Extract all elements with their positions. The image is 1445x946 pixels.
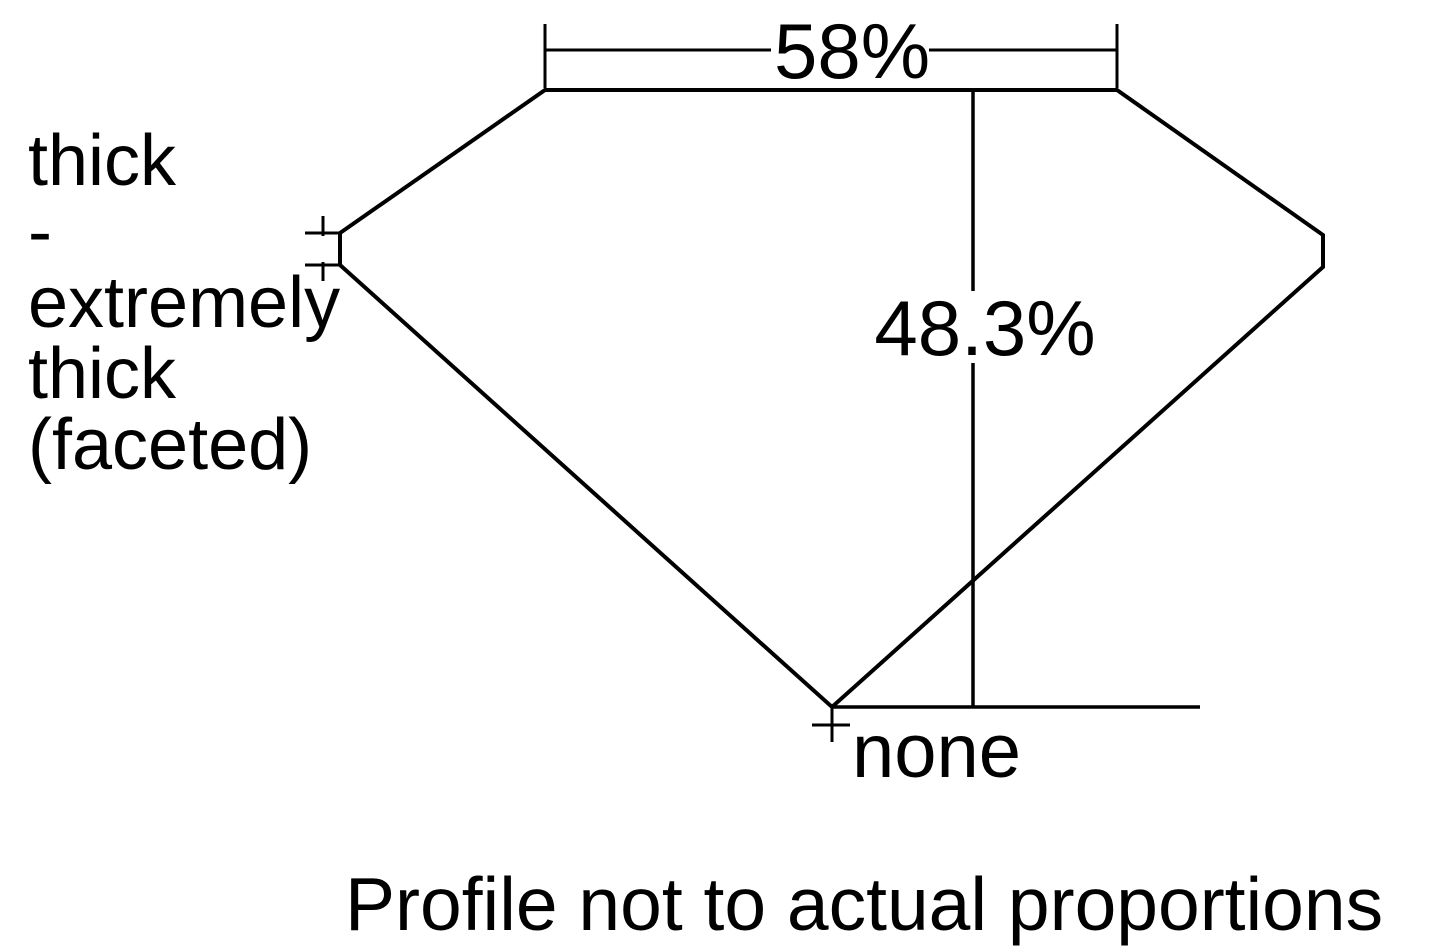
table-width-dimension [543, 24, 1119, 88]
caption: Profile not to actual proportions [345, 862, 1383, 946]
girdle-label-line-5: (faceted) [28, 405, 312, 485]
girdle-label-line-4: thick [28, 334, 177, 414]
girdle-label-line-2: - [28, 192, 52, 272]
culet-label: none [852, 709, 1021, 794]
girdle-marker-top [305, 216, 341, 236]
girdle-thickness-label: thick - extremely thick (faceted) [28, 121, 340, 485]
girdle-label-line-1: thick [28, 121, 177, 201]
girdle-marker-bottom [305, 262, 341, 281]
girdle-label-line-3: extremely [28, 263, 340, 343]
diamond-outline [338, 88, 1325, 710]
culet-marker [812, 708, 850, 742]
depth-label: 48.3% [874, 284, 1095, 372]
table-width-label: 58% [774, 7, 930, 95]
